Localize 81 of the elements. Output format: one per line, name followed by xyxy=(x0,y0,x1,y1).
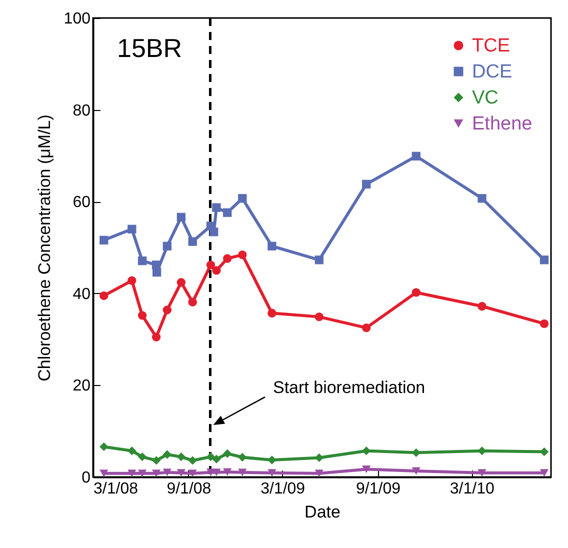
point xyxy=(212,454,221,464)
point xyxy=(152,470,161,478)
point xyxy=(152,456,161,465)
point xyxy=(128,446,136,456)
annotation: Start bioremediation xyxy=(273,378,426,397)
point xyxy=(223,208,232,217)
point xyxy=(128,470,136,478)
point xyxy=(362,180,371,188)
annotation: 15BR xyxy=(117,33,182,63)
legend-label: DCE xyxy=(472,62,512,82)
point xyxy=(162,306,172,314)
point xyxy=(238,468,247,476)
point xyxy=(206,260,216,270)
legend-label: VC xyxy=(472,88,498,108)
point xyxy=(162,450,172,459)
point xyxy=(412,288,420,297)
point xyxy=(210,228,218,236)
y-tick-label: 60 xyxy=(72,194,91,212)
y-tick-label: 20 xyxy=(72,378,91,395)
point xyxy=(268,242,276,250)
point xyxy=(268,469,276,477)
point xyxy=(478,469,486,477)
y-axis-title: Chloroethene Concentration (μM/L) xyxy=(34,114,54,382)
point xyxy=(212,266,221,275)
point xyxy=(100,470,108,478)
x-axis-title: Date xyxy=(304,502,340,522)
point xyxy=(162,468,172,476)
point xyxy=(100,236,108,244)
point xyxy=(212,468,221,476)
point xyxy=(223,449,232,458)
point xyxy=(162,242,172,250)
point xyxy=(176,469,186,477)
point xyxy=(176,452,186,462)
point xyxy=(540,319,549,328)
point xyxy=(100,442,108,452)
point xyxy=(176,278,186,287)
legend-label: TCE xyxy=(472,36,510,56)
point xyxy=(223,254,232,263)
point xyxy=(176,212,186,222)
point xyxy=(152,268,162,277)
y-tick-label: 80 xyxy=(72,102,91,120)
legend-label: Ethene xyxy=(472,114,532,134)
point xyxy=(362,324,371,332)
point xyxy=(362,465,371,473)
point xyxy=(238,452,247,462)
point xyxy=(100,291,108,300)
point xyxy=(138,256,147,266)
point xyxy=(314,256,324,264)
x-tick-label: 3/1/09 xyxy=(260,480,306,498)
point xyxy=(223,468,232,476)
point xyxy=(138,311,147,320)
point xyxy=(128,276,136,285)
x-tick-label: 3/1/10 xyxy=(450,480,494,498)
point xyxy=(540,469,549,477)
x-tick-label: 9/1/09 xyxy=(356,480,401,498)
point xyxy=(206,452,216,462)
point xyxy=(138,452,147,462)
point xyxy=(188,298,197,306)
point xyxy=(238,194,247,203)
point xyxy=(188,237,197,246)
point xyxy=(412,152,420,160)
y-tick-label: 40 xyxy=(72,286,91,303)
point xyxy=(138,470,147,478)
point xyxy=(478,302,486,311)
y-tick-label: 0 xyxy=(82,470,91,486)
point xyxy=(268,308,276,318)
point xyxy=(412,467,420,475)
y-tick-label: 100 xyxy=(64,10,91,28)
point xyxy=(238,250,247,260)
x-tick-label: 9/1/08 xyxy=(166,480,212,498)
point xyxy=(314,312,324,322)
point xyxy=(540,256,549,264)
point xyxy=(314,470,324,478)
point xyxy=(268,456,276,464)
point xyxy=(188,470,197,478)
point xyxy=(128,224,136,234)
point xyxy=(152,332,161,342)
point xyxy=(478,194,486,203)
x-tick-label: 3/1/08 xyxy=(94,480,138,498)
point xyxy=(212,203,221,212)
point xyxy=(188,456,197,465)
